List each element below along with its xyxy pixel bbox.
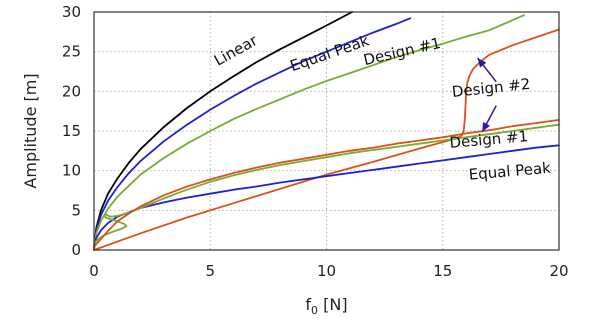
series-annotation: Design #1 bbox=[362, 34, 443, 69]
series-line-2 bbox=[93, 17, 412, 251]
y-tick-label: 25 bbox=[62, 43, 81, 61]
series-line-7 bbox=[93, 119, 560, 248]
y-tick-label: 30 bbox=[62, 3, 81, 21]
series-line-3 bbox=[93, 14, 525, 251]
y-tick-label: 20 bbox=[62, 82, 81, 100]
x-tick-label: 5 bbox=[205, 262, 215, 280]
series-line-5 bbox=[93, 144, 560, 247]
x-tick-labels: 0 5 10 15 20 bbox=[89, 262, 568, 280]
x-tick-label: 0 bbox=[89, 262, 99, 280]
x-axis-label: f0 [N] bbox=[305, 295, 347, 317]
y-tick-label: 0 bbox=[71, 241, 81, 259]
series-annotation: Design #1 bbox=[449, 127, 529, 152]
y-axis-label: Amplitude [m] bbox=[21, 73, 40, 188]
x-tick-label: 15 bbox=[433, 262, 452, 280]
annotation-arrowhead bbox=[482, 121, 491, 132]
series-annotation: Equal Peak bbox=[468, 159, 552, 184]
series-annotation: Equal Peak bbox=[288, 31, 372, 75]
y-tick-labels: 0 5 10 15 20 25 30 bbox=[62, 3, 81, 259]
series-line-6 bbox=[93, 123, 560, 245]
series-line-1 bbox=[93, 11, 354, 251]
x-tick-label: 10 bbox=[317, 262, 336, 280]
series-annotation: Design #2 bbox=[451, 75, 531, 101]
annotation-arrows bbox=[477, 57, 497, 133]
x-tick-label: 20 bbox=[549, 262, 568, 280]
y-tick-label: 5 bbox=[71, 201, 81, 219]
series-lines bbox=[93, 11, 560, 251]
y-tick-label: 10 bbox=[62, 162, 81, 180]
plot-frame bbox=[93, 11, 560, 251]
y-tick-label: 15 bbox=[62, 122, 81, 140]
annotation-arrowhead bbox=[477, 58, 487, 68]
